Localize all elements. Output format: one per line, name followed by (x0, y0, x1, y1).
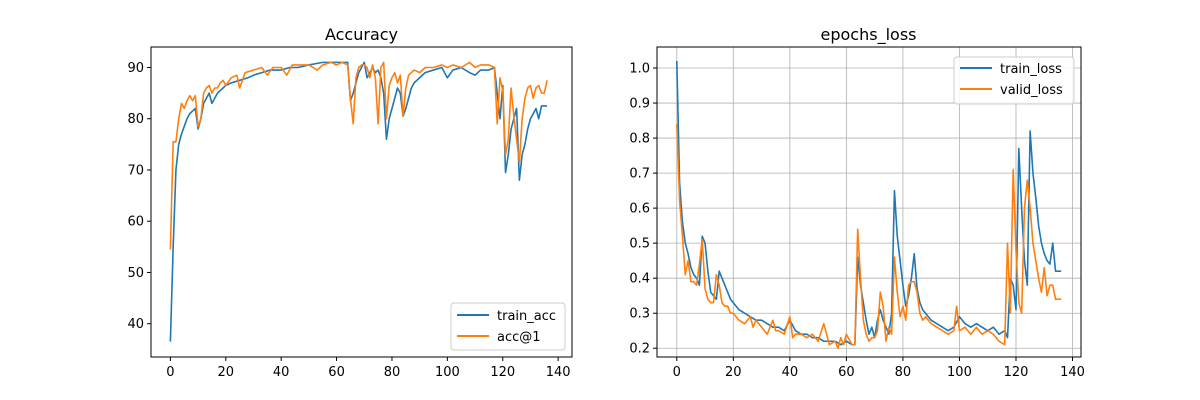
accuracy-y-tick-label-5: 90 (127, 61, 144, 76)
loss-x-tick-label-4: 80 (895, 365, 912, 380)
loss-series-line-valid-loss (675, 124, 1062, 350)
loss-y-tick-label-1: 0.3 (629, 307, 650, 322)
loss-x-tick-label-0: 0 (673, 365, 681, 380)
accuracy-y-tick-label-3: 70 (127, 163, 144, 178)
loss-legend: train_loss valid_loss (953, 56, 1075, 105)
loss-x-tick-label-1: 20 (725, 365, 742, 380)
loss-plot-area (675, 60, 1062, 350)
accuracy-y-tick-label-4: 80 (127, 112, 144, 127)
legend-label-valid-loss: valid_loss (1000, 83, 1063, 98)
loss-y-tick-label-4: 0.6 (629, 202, 650, 217)
accuracy-y-tick-label-2: 60 (127, 215, 144, 230)
legend-label-train-loss: train_loss (1000, 62, 1062, 77)
accuracy-ticks: 0 20 40 60 80 100 120 140 40 50 60 70 80 90 (127, 61, 570, 380)
loss-axes-frame (656, 46, 1082, 358)
loss-x-tick-label-2: 40 (782, 365, 799, 380)
accuracy-x-tick-label-0: 0 (166, 365, 174, 380)
loss-chart: epochs_loss 0 20 40 60 80 100 120 1400.20.30.40… (629, 25, 1085, 380)
loss-x-tick-label-6: 120 (1004, 365, 1029, 380)
loss-y-tick-label-2: 0.4 (629, 272, 650, 287)
loss-y-tick-label-8: 1.0 (629, 62, 650, 77)
loss-y-tick-label-5: 0.7 (629, 167, 650, 182)
accuracy-legend: train_acc acc@1 (450, 302, 566, 351)
accuracy-x-tick-label-4: 80 (384, 365, 401, 380)
loss-x-tick-label-7: 140 (1060, 365, 1085, 380)
accuracy-x-tick-label-3: 60 (328, 365, 345, 380)
accuracy-x-tick-label-2: 40 (273, 365, 290, 380)
accuracy-x-tick-label-1: 20 (218, 365, 235, 380)
loss-ticks: 0 20 40 60 80 100 120 140 0.2 0.3 0.4 0.5 0.6 0.7 0.8 0… (629, 62, 1085, 380)
loss-y-tick-label-7: 0.9 (629, 97, 650, 112)
accuracy-y-tick-label-0: 40 (127, 317, 144, 332)
accuracy-plot-area (169, 61, 548, 342)
loss-x-tick-label-3: 60 (838, 365, 855, 380)
loss-y-tick-label-3: 0.5 (629, 237, 650, 252)
loss-chart-title: epochs_loss (821, 25, 917, 45)
accuracy-series-line-acc-1 (169, 61, 548, 250)
accuracy-x-tick-label-5: 100 (435, 365, 460, 380)
loss-y-tick-label-0: 0.2 (629, 342, 650, 357)
legend-label-train-acc: train_acc (497, 309, 556, 324)
loss-y-tick-label-6: 0.8 (629, 132, 650, 147)
accuracy-chart: Accuracy 0 20 40 60 80 100 120 140405060708090 … (127, 25, 573, 380)
accuracy-chart-title: Accuracy (325, 25, 398, 44)
loss-x-tick-label-5: 100 (947, 365, 972, 380)
accuracy-axes-frame (150, 46, 573, 358)
accuracy-x-tick-label-6: 120 (490, 365, 515, 380)
legend-label-acc-at-1: acc@1 (497, 330, 541, 345)
accuracy-x-tick-label-7: 140 (546, 365, 571, 380)
accuracy-y-tick-label-1: 50 (127, 266, 144, 281)
